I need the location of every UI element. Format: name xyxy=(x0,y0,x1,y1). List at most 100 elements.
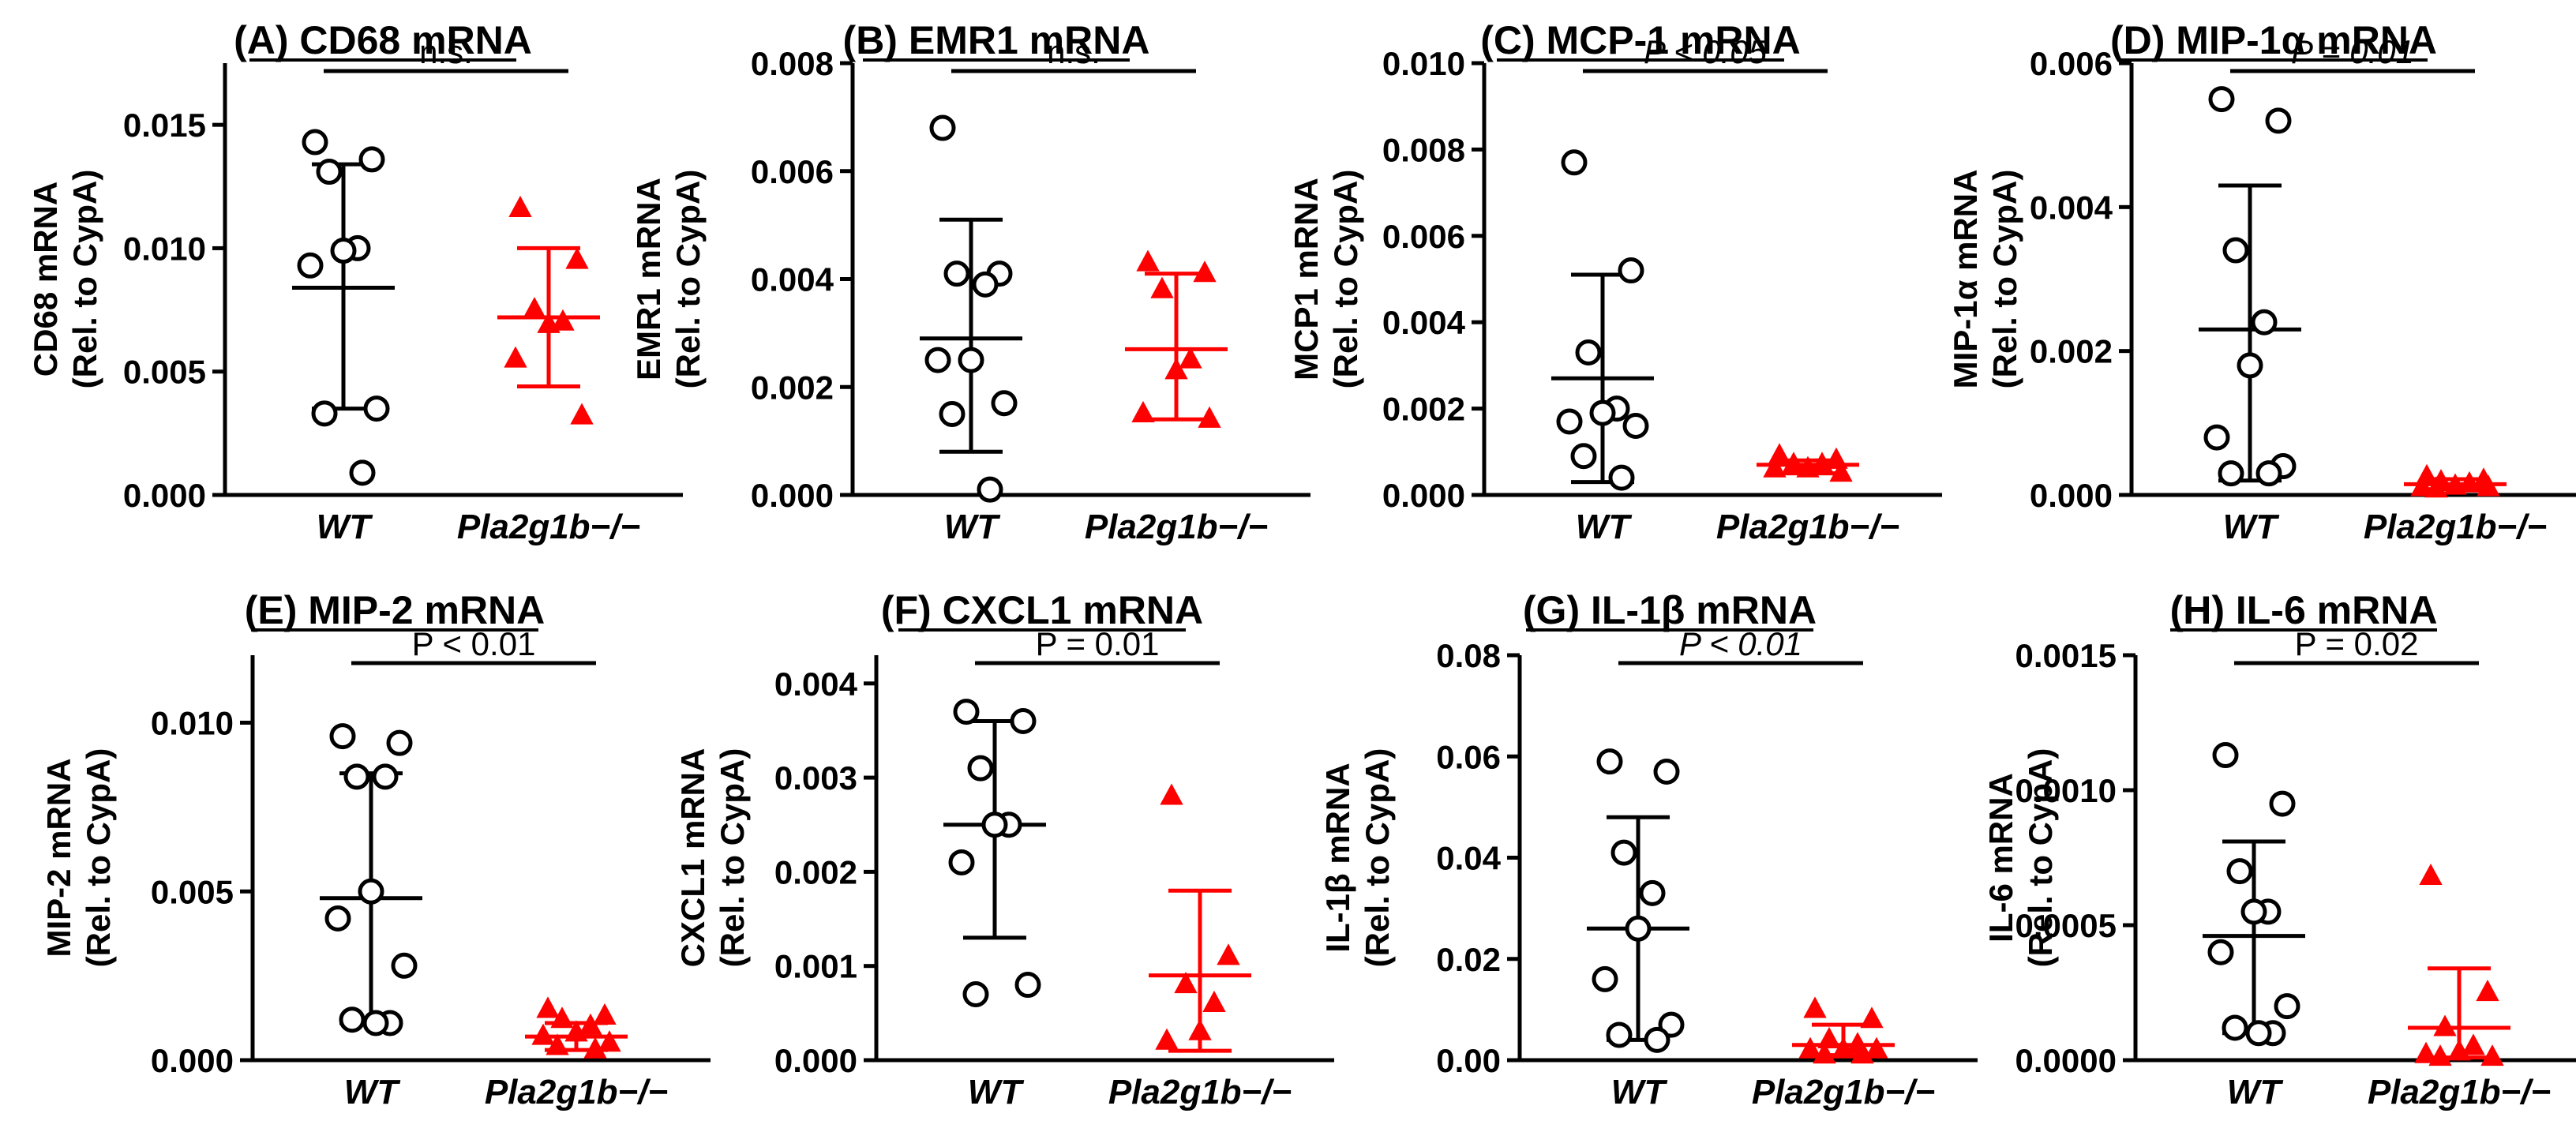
data-point-triangle xyxy=(523,297,546,319)
data-point-triangle xyxy=(504,346,527,368)
y-axis-label-units: (Rel. to CypA) xyxy=(66,170,103,389)
data-point-circle xyxy=(1610,839,1637,866)
data-point-circle xyxy=(1556,408,1583,435)
data-point-triangle xyxy=(1188,1018,1212,1040)
series-ko xyxy=(497,195,600,425)
data-point-circle xyxy=(924,347,951,373)
data-point-circle xyxy=(324,905,351,931)
data-point-circle xyxy=(929,114,956,141)
data-point-triangle xyxy=(1131,400,1155,423)
data-point-triangle xyxy=(536,996,560,1018)
data-point-circle xyxy=(977,476,1003,503)
data-point-triangle xyxy=(2480,1044,2504,1066)
data-point-circle xyxy=(1575,339,1602,365)
data-point-triangle xyxy=(508,195,532,218)
x-category-label: Pla2g1b−/− xyxy=(1752,1073,1935,1111)
panel-title: (D) MIP-1α mRNA xyxy=(2110,18,2437,62)
data-point-circle xyxy=(2251,309,2278,335)
series-ko xyxy=(1757,443,1859,482)
y-tick-label: 0.004 xyxy=(2030,189,2113,226)
data-point-triangle xyxy=(1810,452,1834,474)
data-point-circle xyxy=(991,390,1018,417)
data-point-circle xyxy=(362,1010,389,1036)
data-point-triangle xyxy=(565,247,589,269)
x-category-label: WT xyxy=(1611,1073,1668,1111)
y-tick-label: 0.000 xyxy=(123,477,206,514)
y-tick-label: 0.004 xyxy=(751,261,834,298)
significance-label: n.s. xyxy=(1047,33,1101,70)
data-point-circle xyxy=(943,261,970,287)
data-point-circle xyxy=(2222,237,2249,264)
data-point-circle xyxy=(2212,742,2239,769)
y-axis-label-units: (Rel. to CypA) xyxy=(2022,748,2059,968)
data-point-triangle xyxy=(2477,474,2500,497)
data-point-triangle xyxy=(1813,1042,1836,1064)
data-point-triangle xyxy=(537,311,561,333)
y-tick-label: 0.004 xyxy=(1382,304,1466,341)
y-tick-label: 0.000 xyxy=(2030,477,2113,514)
data-point-circle xyxy=(1653,758,1680,785)
data-point-triangle xyxy=(2458,470,2481,493)
y-tick-label: 0.001 xyxy=(774,948,857,985)
significance-label: n.s. xyxy=(419,33,473,70)
series-wt xyxy=(292,129,395,486)
y-tick-label: 0.06 xyxy=(1436,738,1501,775)
data-point-triangle xyxy=(550,1006,574,1029)
data-point-circle xyxy=(972,271,999,298)
data-point-circle xyxy=(2218,460,2244,487)
y-tick-label: 0.015 xyxy=(123,107,206,144)
y-axis-label-units: (Rel. to CypA) xyxy=(669,170,707,389)
data-point-triangle xyxy=(583,1036,607,1059)
data-point-triangle xyxy=(2476,980,2499,1002)
data-point-triangle xyxy=(2424,476,2448,498)
data-point-triangle xyxy=(1829,460,1853,482)
data-point-triangle xyxy=(1865,1036,1888,1059)
significance-label: P = 0.02 xyxy=(2295,625,2419,662)
data-point-triangle xyxy=(1217,943,1240,965)
y-tick-label: 0.008 xyxy=(751,45,834,82)
y-tick-label: 0.0005 xyxy=(2015,907,2117,944)
data-point-triangle xyxy=(1155,1028,1179,1050)
data-point-circle xyxy=(1592,965,1618,992)
y-axis-label: MIP-2 mRNA xyxy=(40,758,77,957)
x-category-label: Pla2g1b−/− xyxy=(1716,508,1899,546)
x-category-label: WT xyxy=(968,1073,1025,1111)
series-wt xyxy=(2203,742,2305,1047)
y-tick-label: 0.002 xyxy=(2030,333,2113,370)
panel-title: (C) MCP-1 mRNA xyxy=(1480,18,1801,62)
data-point-triangle xyxy=(2410,474,2434,497)
panel-c: (C) MCP-1 mRNA 0.000 0.002 0.004 0.006 0.008 0… xyxy=(1288,18,1942,546)
data-point-circle xyxy=(2269,790,2296,817)
y-tick-label: 0.010 xyxy=(151,705,234,742)
y-axis-label-units: (Rel. to CypA) xyxy=(1986,170,2023,389)
series-wt xyxy=(1551,149,1654,491)
data-point-circle xyxy=(2255,460,2282,487)
series-wt xyxy=(320,723,422,1036)
data-point-circle xyxy=(1608,464,1635,491)
data-point-circle xyxy=(962,980,989,1007)
data-point-circle xyxy=(2240,898,2267,925)
data-point-circle xyxy=(311,400,338,427)
series-wt xyxy=(920,114,1022,503)
data-point-circle xyxy=(2245,1020,2272,1047)
data-point-circle xyxy=(1622,412,1649,439)
y-tick-label: 0.08 xyxy=(1436,637,1501,674)
panel-e: (E) MIP-2 mRNA 0.000 0.005 0.010 MIP-2 mRNA(… xyxy=(40,588,711,1111)
data-point-triangle xyxy=(1179,347,1202,369)
y-tick-label: 0.006 xyxy=(1382,218,1465,255)
data-point-triangle xyxy=(2443,473,2467,495)
y-tick-label: 0.010 xyxy=(1382,45,1465,82)
data-point-circle xyxy=(2207,939,2234,965)
y-tick-label: 0.0000 xyxy=(2015,1042,2117,1079)
x-category-label: WT xyxy=(944,508,1001,546)
panel-title: (G) IL-1β mRNA xyxy=(1523,588,1817,632)
y-tick-label: 0.02 xyxy=(1436,941,1501,978)
data-point-circle xyxy=(2222,1014,2248,1041)
x-category-label: Pla2g1b−/− xyxy=(2368,1073,2551,1111)
data-point-circle xyxy=(1644,1026,1670,1053)
data-point-circle xyxy=(316,159,343,186)
data-point-circle xyxy=(386,729,413,756)
panel-a: (A) CD68 mRNA 0.000 0.005 0.010 0.015 CD68 mR… xyxy=(27,18,683,546)
data-point-circle xyxy=(339,1006,366,1033)
